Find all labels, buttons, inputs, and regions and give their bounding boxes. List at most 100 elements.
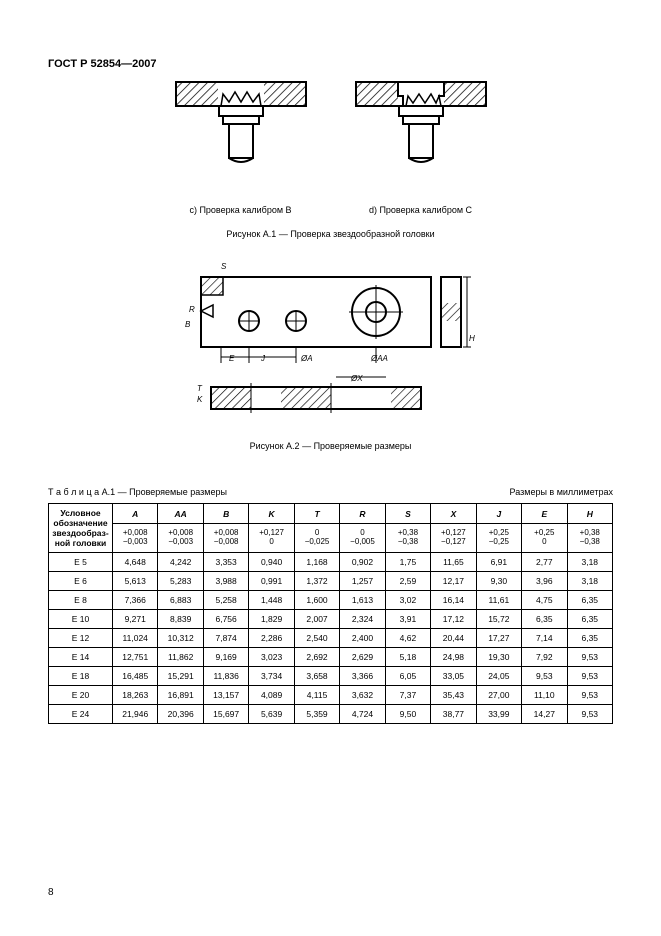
tolerance-cell: +0,1270 [249, 524, 294, 553]
data-cell: 12,17 [431, 572, 476, 591]
figure-a2: S R B E J ØA ØAA H ØX K T [48, 257, 613, 427]
row-key: E 5 [49, 553, 113, 572]
page-number: 8 [48, 887, 54, 898]
data-cell: 4,242 [158, 553, 203, 572]
fig-c-caption: c) Проверка калибром B [171, 205, 311, 215]
row-key: E 12 [49, 629, 113, 648]
col-AA: AA [158, 504, 203, 524]
data-cell: 2,400 [340, 629, 385, 648]
data-cell: 33,05 [431, 667, 476, 686]
data-cell: 2,692 [294, 648, 339, 667]
row-key: E 10 [49, 610, 113, 629]
data-cell: 1,829 [249, 610, 294, 629]
data-cell: 3,988 [203, 572, 248, 591]
data-cell: 19,30 [476, 648, 521, 667]
data-cell: 7,37 [385, 686, 430, 705]
data-cell: 11,61 [476, 591, 521, 610]
row-key: E 20 [49, 686, 113, 705]
tolerance-cell: +0,38−0,38 [385, 524, 430, 553]
data-cell: 1,448 [249, 591, 294, 610]
data-cell: 6,883 [158, 591, 203, 610]
data-cell: 3,632 [340, 686, 385, 705]
data-cell: 21,946 [113, 705, 158, 724]
table-row: E 54,6484,2423,3530,9401,1680,9021,7511,… [49, 553, 613, 572]
data-cell: 9,30 [476, 572, 521, 591]
svg-text:T: T [197, 384, 203, 393]
row-key: E 24 [49, 705, 113, 724]
data-cell: 6,35 [522, 610, 567, 629]
document-header: ГОСТ Р 52854—2007 [48, 58, 613, 70]
table-row: E 2018,26316,89113,1574,0894,1153,6327,3… [49, 686, 613, 705]
data-cell: 11,024 [113, 629, 158, 648]
data-cell: 8,839 [158, 610, 203, 629]
data-cell: 20,396 [158, 705, 203, 724]
units-label: Размеры в миллиметрах [510, 487, 613, 497]
data-cell: 9,271 [113, 610, 158, 629]
data-cell: 1,168 [294, 553, 339, 572]
data-cell: 27,00 [476, 686, 521, 705]
data-cell: 5,258 [203, 591, 248, 610]
table-label: Т а б л и ц а А.1 — Проверяемые размеры [48, 487, 227, 497]
tolerance-cell: +0,127−0,127 [431, 524, 476, 553]
col-K: K [249, 504, 294, 524]
data-cell: 9,53 [522, 667, 567, 686]
data-cell: 17,27 [476, 629, 521, 648]
col-R: R [340, 504, 385, 524]
data-cell: 4,75 [522, 591, 567, 610]
dimensions-table: Условное обозначение звездообраз-ной гол… [48, 503, 613, 724]
data-cell: 9,53 [567, 686, 612, 705]
data-cell: 15,291 [158, 667, 203, 686]
data-cell: 3,96 [522, 572, 567, 591]
svg-text:R: R [189, 305, 195, 314]
data-cell: 1,613 [340, 591, 385, 610]
data-cell: 16,485 [113, 667, 158, 686]
row-key: E 14 [49, 648, 113, 667]
data-cell: 3,366 [340, 667, 385, 686]
data-cell: 2,629 [340, 648, 385, 667]
col-J: J [476, 504, 521, 524]
row-key: E 18 [49, 667, 113, 686]
figure-a2-caption: Рисунок А.2 — Проверяемые размеры [48, 441, 613, 451]
data-cell: 9,53 [567, 667, 612, 686]
svg-text:ØX: ØX [350, 374, 363, 383]
data-cell: 4,115 [294, 686, 339, 705]
col-S: S [385, 504, 430, 524]
data-cell: 38,77 [431, 705, 476, 724]
data-cell: 6,35 [567, 610, 612, 629]
data-cell: 3,18 [567, 572, 612, 591]
table-row: E 2421,94620,39615,6975,6395,3594,7249,5… [49, 705, 613, 724]
table-row: E 1816,48515,29111,8363,7343,6583,3666,0… [49, 667, 613, 686]
data-cell: 9,169 [203, 648, 248, 667]
tolerance-cell: +0,38−0,38 [567, 524, 612, 553]
data-cell: 0,902 [340, 553, 385, 572]
col-H: H [567, 504, 612, 524]
data-cell: 3,18 [567, 553, 612, 572]
figure-d: d) Проверка калибром C [351, 76, 491, 215]
data-cell: 4,724 [340, 705, 385, 724]
data-cell: 3,02 [385, 591, 430, 610]
tolerance-cell: +0,008−0,003 [113, 524, 158, 553]
tolerance-cell: 0−0,005 [340, 524, 385, 553]
checked-dimensions-icon: S R B E J ØA ØAA H ØX K T [171, 257, 491, 427]
data-cell: 3,734 [249, 667, 294, 686]
col-A: A [113, 504, 158, 524]
data-cell: 11,10 [522, 686, 567, 705]
data-cell: 15,697 [203, 705, 248, 724]
row-key: E 8 [49, 591, 113, 610]
data-cell: 6,35 [567, 629, 612, 648]
table-row: E 109,2718,8396,7561,8292,0072,3243,9117… [49, 610, 613, 629]
data-cell: 6,91 [476, 553, 521, 572]
svg-text:H: H [469, 334, 475, 343]
data-cell: 20,44 [431, 629, 476, 648]
data-cell: 4,089 [249, 686, 294, 705]
data-cell: 5,359 [294, 705, 339, 724]
data-cell: 2,59 [385, 572, 430, 591]
svg-text:B: B [185, 320, 191, 329]
gauge-check-b-icon [171, 76, 311, 196]
data-cell: 13,157 [203, 686, 248, 705]
data-cell: 9,50 [385, 705, 430, 724]
data-cell: 3,353 [203, 553, 248, 572]
svg-text:E: E [229, 354, 235, 363]
data-cell: 17,12 [431, 610, 476, 629]
col-X: X [431, 504, 476, 524]
